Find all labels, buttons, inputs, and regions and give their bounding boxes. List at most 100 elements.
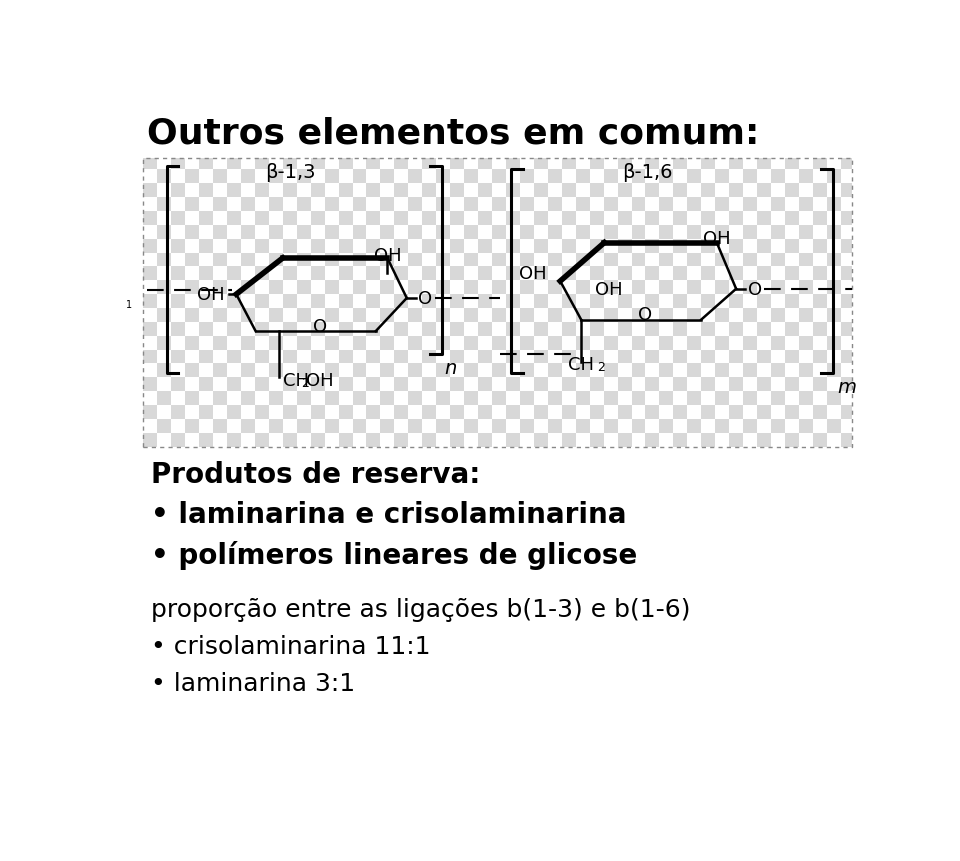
Bar (157, 170, 171, 184)
Bar (813, 309, 827, 323)
Bar (562, 239, 576, 253)
Bar (422, 309, 436, 323)
Bar (799, 253, 813, 267)
Bar (645, 392, 660, 406)
Bar (799, 392, 813, 406)
Bar (283, 198, 297, 212)
Bar (422, 364, 436, 378)
Bar (589, 433, 604, 447)
Bar (339, 337, 352, 350)
Bar (185, 309, 199, 323)
Bar (241, 184, 254, 198)
Bar (241, 170, 254, 184)
Bar (813, 184, 827, 198)
Bar (771, 419, 785, 433)
Bar (632, 364, 645, 378)
Bar (171, 364, 185, 378)
Bar (827, 239, 841, 253)
Bar (171, 392, 185, 406)
Bar (380, 158, 395, 170)
Bar (715, 281, 730, 294)
Bar (520, 378, 534, 392)
Bar (450, 267, 464, 281)
Bar (827, 281, 841, 294)
Bar (715, 239, 730, 253)
Bar (645, 337, 660, 350)
Bar (660, 158, 673, 170)
Bar (785, 323, 799, 337)
Bar (367, 433, 380, 447)
Bar (701, 350, 715, 364)
Bar (143, 267, 157, 281)
Bar (352, 226, 367, 239)
Bar (813, 337, 827, 350)
Bar (520, 350, 534, 364)
Bar (269, 309, 283, 323)
Bar (673, 239, 687, 253)
Bar (478, 364, 492, 378)
Bar (701, 364, 715, 378)
Bar (562, 350, 576, 364)
Bar (785, 281, 799, 294)
Bar (339, 267, 352, 281)
Bar (199, 226, 213, 239)
Bar (506, 226, 520, 239)
Bar (185, 419, 199, 433)
Bar (464, 170, 478, 184)
Text: proporção entre as ligações b(1-3) e b(1-6): proporção entre as ligações b(1-3) e b(1… (151, 597, 690, 621)
Bar (701, 184, 715, 198)
Bar (813, 323, 827, 337)
Bar (352, 337, 367, 350)
Bar (380, 323, 395, 337)
Bar (199, 309, 213, 323)
Bar (701, 253, 715, 267)
Bar (227, 433, 241, 447)
Bar (576, 253, 589, 267)
Bar (785, 239, 799, 253)
Bar (185, 350, 199, 364)
Bar (534, 378, 548, 392)
Bar (660, 323, 673, 337)
Bar (506, 198, 520, 212)
Bar (297, 294, 311, 309)
Bar (506, 158, 520, 170)
Bar (380, 281, 395, 294)
Bar (254, 323, 269, 337)
Bar (450, 239, 464, 253)
Bar (534, 198, 548, 212)
Bar (199, 158, 213, 170)
Bar (492, 419, 506, 433)
Bar (548, 433, 562, 447)
Bar (254, 198, 269, 212)
Bar (730, 350, 743, 364)
Bar (827, 158, 841, 170)
Bar (687, 198, 701, 212)
Text: O: O (638, 306, 652, 324)
Bar (311, 226, 324, 239)
Bar (632, 170, 645, 184)
Bar (171, 253, 185, 267)
Bar (254, 392, 269, 406)
Bar (687, 212, 701, 226)
Bar (311, 419, 324, 433)
Bar (213, 198, 227, 212)
Bar (171, 158, 185, 170)
Bar (157, 406, 171, 419)
Bar (171, 406, 185, 419)
Bar (562, 170, 576, 184)
Bar (283, 294, 297, 309)
Bar (408, 433, 422, 447)
Bar (813, 226, 827, 239)
Bar (436, 378, 450, 392)
Bar (227, 294, 241, 309)
Bar (576, 337, 589, 350)
Bar (730, 212, 743, 226)
Bar (311, 350, 324, 364)
Bar (464, 337, 478, 350)
Bar (395, 226, 408, 239)
Bar (645, 184, 660, 198)
Bar (617, 364, 632, 378)
Bar (687, 406, 701, 419)
Bar (520, 406, 534, 419)
Bar (534, 323, 548, 337)
